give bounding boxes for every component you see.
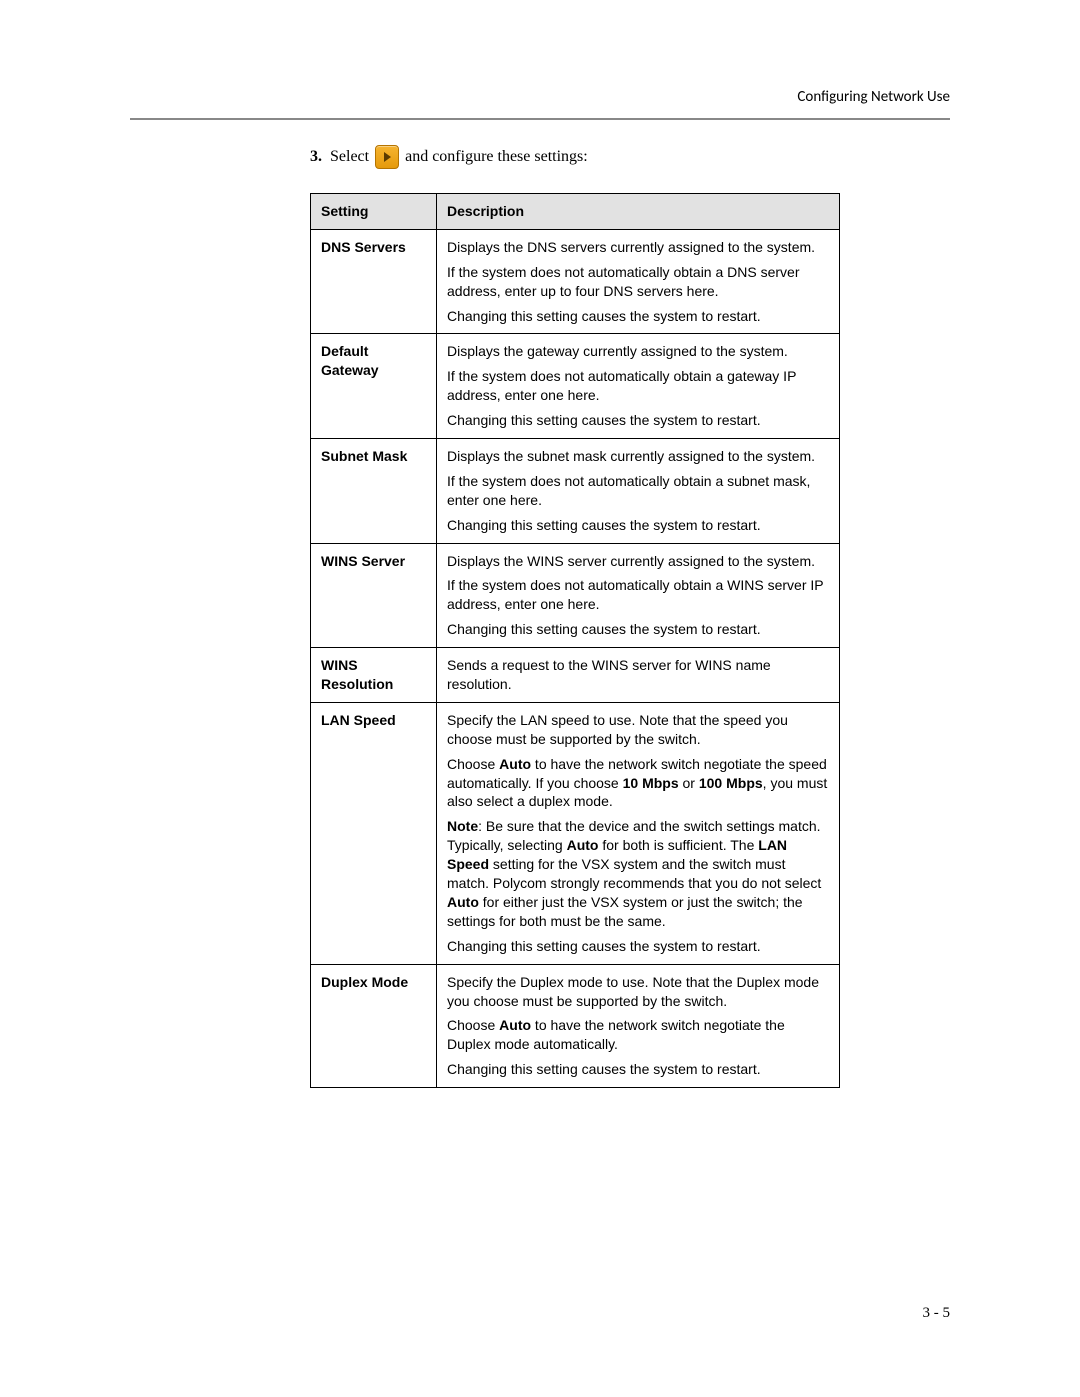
desc-para: Choose Auto to have the network switch n… (447, 1016, 829, 1054)
table-row: WINS Server Displays the WINS server cur… (311, 543, 840, 648)
col-header-setting: Setting (311, 194, 437, 230)
desc-para: Changing this setting causes the system … (447, 411, 829, 430)
setting-description: Displays the gateway currently assigned … (437, 334, 840, 439)
page: Configuring Network Use 3. Select and co… (0, 0, 1080, 1397)
setting-name: WINS Resolution (311, 648, 437, 703)
desc-para: Note: Be sure that the device and the sw… (447, 817, 829, 930)
header-rule (130, 118, 950, 120)
desc-para: Specify the LAN speed to use. Note that … (447, 711, 829, 749)
setting-description: Specify the LAN speed to use. Note that … (437, 702, 840, 964)
settings-table: Setting Description DNS Servers Displays… (310, 193, 840, 1088)
desc-para: Choose Auto to have the network switch n… (447, 755, 829, 812)
setting-description: Displays the WINS server currently assig… (437, 543, 840, 648)
content-area: 3. Select and configure these settings: … (310, 145, 840, 1088)
setting-description: Displays the subnet mask currently assig… (437, 439, 840, 544)
setting-description: Sends a request to the WINS server for W… (437, 648, 840, 703)
desc-para: Specify the Duplex mode to use. Note tha… (447, 973, 829, 1011)
setting-description: Displays the DNS servers currently assig… (437, 229, 840, 334)
desc-para: Sends a request to the WINS server for W… (447, 656, 829, 694)
desc-para: If the system does not automatically obt… (447, 367, 829, 405)
header-section-title: Configuring Network Use (797, 88, 950, 106)
table-header-row: Setting Description (311, 194, 840, 230)
setting-name: WINS Server (311, 543, 437, 648)
instruction-before: Select (330, 148, 369, 166)
desc-para: Changing this setting causes the system … (447, 307, 829, 326)
desc-para: Displays the DNS servers currently assig… (447, 238, 829, 257)
table-row: LAN Speed Specify the LAN speed to use. … (311, 702, 840, 964)
desc-para: Displays the WINS server currently assig… (447, 552, 829, 571)
desc-para: Changing this setting causes the system … (447, 937, 829, 956)
desc-para: If the system does not automatically obt… (447, 472, 829, 510)
table-row: WINS Resolution Sends a request to the W… (311, 648, 840, 703)
col-header-description: Description (437, 194, 840, 230)
instruction-line: 3. Select and configure these settings: (310, 145, 840, 169)
instruction-after: and configure these settings: (405, 148, 588, 166)
desc-para: If the system does not automatically obt… (447, 576, 829, 614)
desc-para: Changing this setting causes the system … (447, 516, 829, 535)
desc-para: If the system does not automatically obt… (447, 263, 829, 301)
desc-para: Displays the gateway currently assigned … (447, 342, 829, 361)
table-row: Subnet Mask Displays the subnet mask cur… (311, 439, 840, 544)
setting-name: Default Gateway (311, 334, 437, 439)
desc-para: Changing this setting causes the system … (447, 1060, 829, 1079)
table-row: Duplex Mode Specify the Duplex mode to u… (311, 964, 840, 1087)
setting-name: Subnet Mask (311, 439, 437, 544)
step-number: 3. (310, 148, 322, 166)
page-number: 3 - 5 (923, 1305, 951, 1322)
table-row: DNS Servers Displays the DNS servers cur… (311, 229, 840, 334)
setting-description: Specify the Duplex mode to use. Note tha… (437, 964, 840, 1087)
table-row: Default Gateway Displays the gateway cur… (311, 334, 840, 439)
setting-name: Duplex Mode (311, 964, 437, 1087)
desc-para: Changing this setting causes the system … (447, 620, 829, 639)
setting-name: LAN Speed (311, 702, 437, 964)
setting-name: DNS Servers (311, 229, 437, 334)
arrow-right-icon (375, 145, 399, 169)
desc-para: Displays the subnet mask currently assig… (447, 447, 829, 466)
